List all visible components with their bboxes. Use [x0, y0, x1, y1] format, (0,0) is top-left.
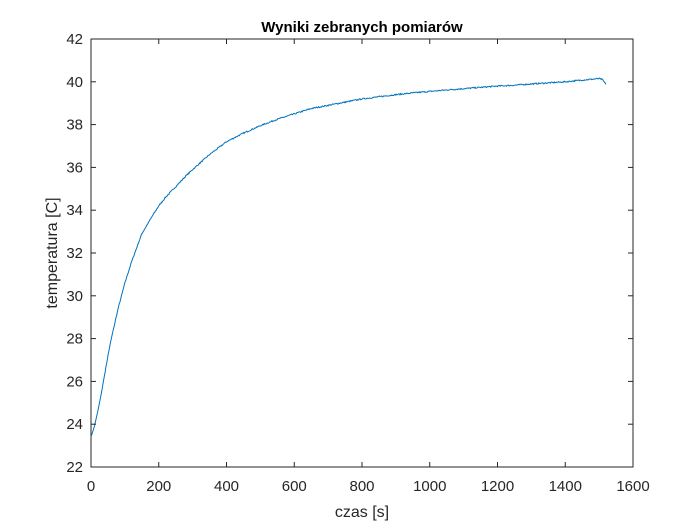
x-tick-label: 800 [349, 478, 374, 495]
y-tick-label: 26 [66, 373, 83, 390]
y-tick-label: 24 [66, 416, 83, 433]
x-tick-label: 1600 [616, 478, 649, 495]
x-tick-label: 0 [87, 478, 95, 495]
x-tick-label: 1400 [549, 478, 582, 495]
x-tick-label: 400 [214, 478, 239, 495]
x-tick-label: 1200 [481, 478, 514, 495]
y-tick-label: 36 [66, 159, 83, 176]
y-tick-label: 38 [66, 117, 83, 134]
series-line [90, 77, 607, 438]
y-axis-label: temperatura [C] [44, 197, 61, 308]
y-tick-label: 34 [66, 202, 83, 219]
x-axis: 0 200 400 600 800 1000 1200 1400 1600 [87, 39, 650, 495]
y-axis: 22 24 26 28 30 32 34 36 38 40 42 [66, 31, 633, 476]
y-tick-label: 42 [66, 31, 83, 48]
y-tick-label: 22 [66, 459, 83, 476]
chart-title: Wyniki zebranych pomiarów [261, 19, 463, 36]
y-tick-label: 28 [66, 331, 83, 348]
x-axis-label: czas [s] [335, 504, 389, 521]
axes-box [90, 38, 634, 468]
y-tick-label: 30 [66, 288, 83, 305]
x-tick-label: 200 [146, 478, 171, 495]
x-tick-label: 600 [282, 478, 307, 495]
y-tick-label: 40 [66, 74, 83, 91]
plot-area [90, 38, 634, 468]
y-tick-label: 32 [66, 245, 83, 262]
x-tick-label: 1000 [413, 478, 446, 495]
